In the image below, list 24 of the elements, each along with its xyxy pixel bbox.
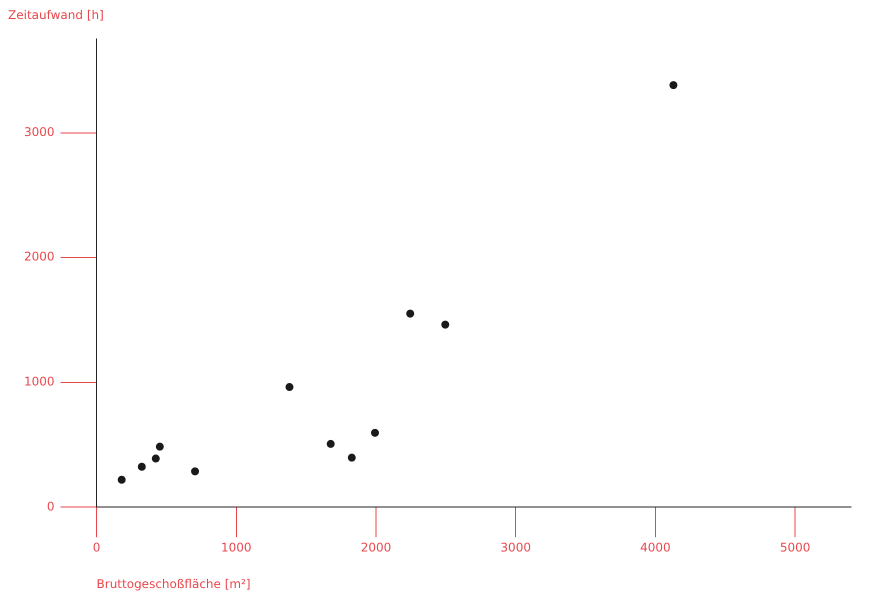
y-tick-label: 1000	[24, 374, 55, 389]
x-tick-label: 3000	[500, 540, 531, 555]
point	[669, 81, 678, 90]
y-tick-label: 2000	[24, 250, 55, 264]
point	[326, 440, 335, 448]
point	[138, 462, 146, 471]
point	[441, 320, 450, 329]
point	[118, 476, 126, 484]
y-tick-label: 3000	[24, 124, 55, 139]
y-axis-title: Zeitaufwand [h]	[8, 8, 104, 22]
point	[152, 454, 160, 463]
point	[191, 467, 200, 476]
x-tick-label: 4000	[640, 540, 671, 555]
x-tick-label: 0	[92, 540, 100, 555]
y-tick-label: 0	[46, 499, 55, 514]
point	[348, 454, 356, 462]
x-tick-label: 2000	[360, 540, 392, 555]
x-tick-label: 5000	[780, 540, 810, 555]
x-axis-title: Bruttogeschoßfläche [m²]	[96, 576, 251, 591]
point	[406, 310, 414, 318]
point	[285, 383, 294, 392]
x-tick-label: 1000	[220, 540, 252, 555]
point	[156, 442, 164, 451]
point	[370, 428, 379, 437]
